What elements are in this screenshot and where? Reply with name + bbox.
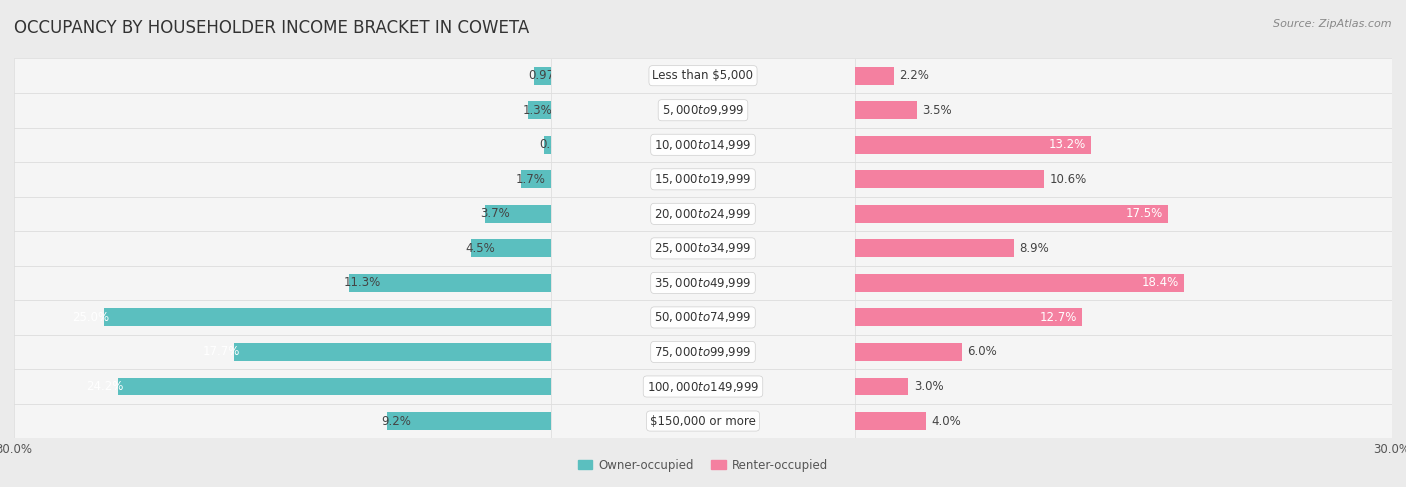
Text: $25,000 to $34,999: $25,000 to $34,999 xyxy=(654,242,752,255)
Text: 1.7%: 1.7% xyxy=(516,173,546,186)
Text: 8.9%: 8.9% xyxy=(1019,242,1049,255)
Bar xyxy=(855,128,1392,162)
Bar xyxy=(855,67,894,85)
Bar xyxy=(529,101,551,119)
Legend: Owner-occupied, Renter-occupied: Owner-occupied, Renter-occupied xyxy=(574,454,832,476)
Text: OCCUPANCY BY HOUSEHOLDER INCOME BRACKET IN COWETA: OCCUPANCY BY HOUSEHOLDER INCOME BRACKET … xyxy=(14,19,529,37)
Bar xyxy=(14,58,551,93)
Bar xyxy=(104,308,551,326)
Bar xyxy=(14,162,551,197)
Bar xyxy=(485,205,551,223)
Text: 3.0%: 3.0% xyxy=(914,380,943,393)
Bar xyxy=(387,412,551,430)
Bar xyxy=(14,369,551,404)
Bar xyxy=(14,404,551,438)
Bar xyxy=(551,369,855,404)
Text: $15,000 to $19,999: $15,000 to $19,999 xyxy=(654,172,752,187)
Bar xyxy=(522,170,551,188)
Bar xyxy=(855,240,1014,257)
Bar xyxy=(855,265,1392,300)
Text: 11.3%: 11.3% xyxy=(343,277,381,289)
Text: $10,000 to $14,999: $10,000 to $14,999 xyxy=(654,138,752,152)
Text: 17.7%: 17.7% xyxy=(202,345,240,358)
Text: $35,000 to $49,999: $35,000 to $49,999 xyxy=(654,276,752,290)
Bar xyxy=(551,231,855,265)
Text: 12.7%: 12.7% xyxy=(1039,311,1077,324)
Text: 0.39%: 0.39% xyxy=(538,138,576,151)
Text: 10.6%: 10.6% xyxy=(1050,173,1087,186)
Text: 17.5%: 17.5% xyxy=(1125,207,1163,220)
Text: 4.0%: 4.0% xyxy=(932,414,962,428)
Text: Source: ZipAtlas.com: Source: ZipAtlas.com xyxy=(1274,19,1392,30)
Text: $150,000 or more: $150,000 or more xyxy=(650,414,756,428)
Bar xyxy=(855,136,1091,154)
Bar xyxy=(855,377,908,395)
Bar xyxy=(235,343,551,361)
Bar xyxy=(855,101,917,119)
Text: 2.2%: 2.2% xyxy=(900,69,929,82)
Bar xyxy=(855,335,1392,369)
Bar xyxy=(855,308,1083,326)
Text: 25.0%: 25.0% xyxy=(72,311,110,324)
Bar xyxy=(855,404,1392,438)
Text: $75,000 to $99,999: $75,000 to $99,999 xyxy=(654,345,752,359)
Bar xyxy=(551,404,855,438)
Text: 0.97%: 0.97% xyxy=(529,69,567,82)
Bar xyxy=(471,240,551,257)
Text: 3.5%: 3.5% xyxy=(922,104,952,117)
Bar xyxy=(534,67,551,85)
Bar xyxy=(551,93,855,128)
Bar xyxy=(855,205,1168,223)
Bar xyxy=(14,300,551,335)
Bar xyxy=(855,412,927,430)
Text: 18.4%: 18.4% xyxy=(1142,277,1178,289)
Text: 3.7%: 3.7% xyxy=(479,207,509,220)
Bar xyxy=(14,335,551,369)
Text: 6.0%: 6.0% xyxy=(967,345,997,358)
Bar xyxy=(118,377,551,395)
Text: $50,000 to $74,999: $50,000 to $74,999 xyxy=(654,310,752,324)
Bar xyxy=(14,128,551,162)
Bar xyxy=(551,197,855,231)
Bar xyxy=(855,170,1045,188)
Bar xyxy=(551,58,855,93)
Text: 1.3%: 1.3% xyxy=(523,104,553,117)
Bar xyxy=(551,300,855,335)
Text: 4.5%: 4.5% xyxy=(465,242,495,255)
Text: $5,000 to $9,999: $5,000 to $9,999 xyxy=(662,103,744,117)
Text: Less than $5,000: Less than $5,000 xyxy=(652,69,754,82)
Bar xyxy=(551,128,855,162)
Text: 24.2%: 24.2% xyxy=(86,380,124,393)
Bar xyxy=(14,231,551,265)
Bar xyxy=(855,197,1392,231)
Bar xyxy=(855,93,1392,128)
Bar xyxy=(551,335,855,369)
Bar xyxy=(349,274,551,292)
Bar xyxy=(855,231,1392,265)
Text: 9.2%: 9.2% xyxy=(381,414,411,428)
Bar xyxy=(855,369,1392,404)
Bar xyxy=(551,265,855,300)
Bar xyxy=(855,58,1392,93)
Text: 13.2%: 13.2% xyxy=(1049,138,1085,151)
Text: $20,000 to $24,999: $20,000 to $24,999 xyxy=(654,207,752,221)
Bar xyxy=(14,265,551,300)
Bar xyxy=(855,343,962,361)
Bar xyxy=(551,162,855,197)
Bar xyxy=(855,162,1392,197)
Bar xyxy=(544,136,551,154)
Bar xyxy=(14,93,551,128)
Bar xyxy=(14,197,551,231)
Bar xyxy=(855,274,1184,292)
Bar xyxy=(855,300,1392,335)
Text: $100,000 to $149,999: $100,000 to $149,999 xyxy=(647,379,759,393)
